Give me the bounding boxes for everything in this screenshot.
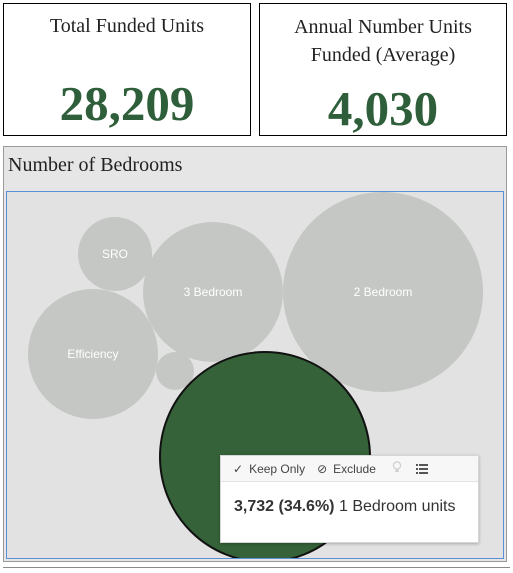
kpi-value: 4,030 [327,81,439,136]
check-icon: ✓ [233,461,244,476]
kpi-total-funded-units: Total Funded Units 28,209 [3,3,251,136]
bubble-sro[interactable] [78,217,152,291]
exclude-label: Exclude [333,461,376,476]
keep-only-label: Keep Only [249,461,306,476]
exclude-button[interactable]: ⊘ Exclude [317,462,376,476]
bubble-2-bedroom[interactable] [283,192,483,392]
bubble-chart[interactable]: SRO 3 Bedroom 2 Bedroom Efficiency [6,191,504,559]
view-data-icon[interactable] [415,463,428,474]
kpi-value: 28,209 [59,76,195,131]
bubble-label: SRO [102,247,128,261]
panel-title: Number of Bedrooms [8,154,183,176]
kpi-title: Total Funded Units [49,15,205,37]
bubble-efficiency[interactable] [28,289,158,419]
bubble-label: Efficiency [67,347,118,361]
bubble-small[interactable] [156,352,194,390]
bedrooms-panel: Number of Bedrooms SRO 3 Bedroom 2 Bedroom… [3,146,507,562]
bubble-3-bedroom[interactable] [143,222,283,362]
tooltip-value: 3,732 (34.6%) [234,498,335,515]
exclude-icon: ⊘ [317,461,328,476]
tooltip-body: 3,732 (34.6%) 1 Bedroom units [234,498,455,516]
tooltip-toolbar: ✓ Keep Only ⊘ Exclude [221,456,478,482]
kpi-title: Annual Number Units Funded (Average) [294,16,472,66]
tooltip: ✓ Keep Only ⊘ Exclude 3,732 (34.6%) 1 Be… [220,455,479,543]
lightbulb-icon[interactable] [392,461,402,476]
keep-only-button[interactable]: ✓ Keep Only [233,462,305,476]
bubble-label: 3 Bedroom [184,285,243,299]
tooltip-suffix: 1 Bedroom units [338,498,456,515]
kpi-annual-units-funded: Annual Number Units Funded (Average) 4,0… [259,3,507,136]
bubble-label: 2 Bedroom [354,285,413,299]
divider [3,567,510,568]
